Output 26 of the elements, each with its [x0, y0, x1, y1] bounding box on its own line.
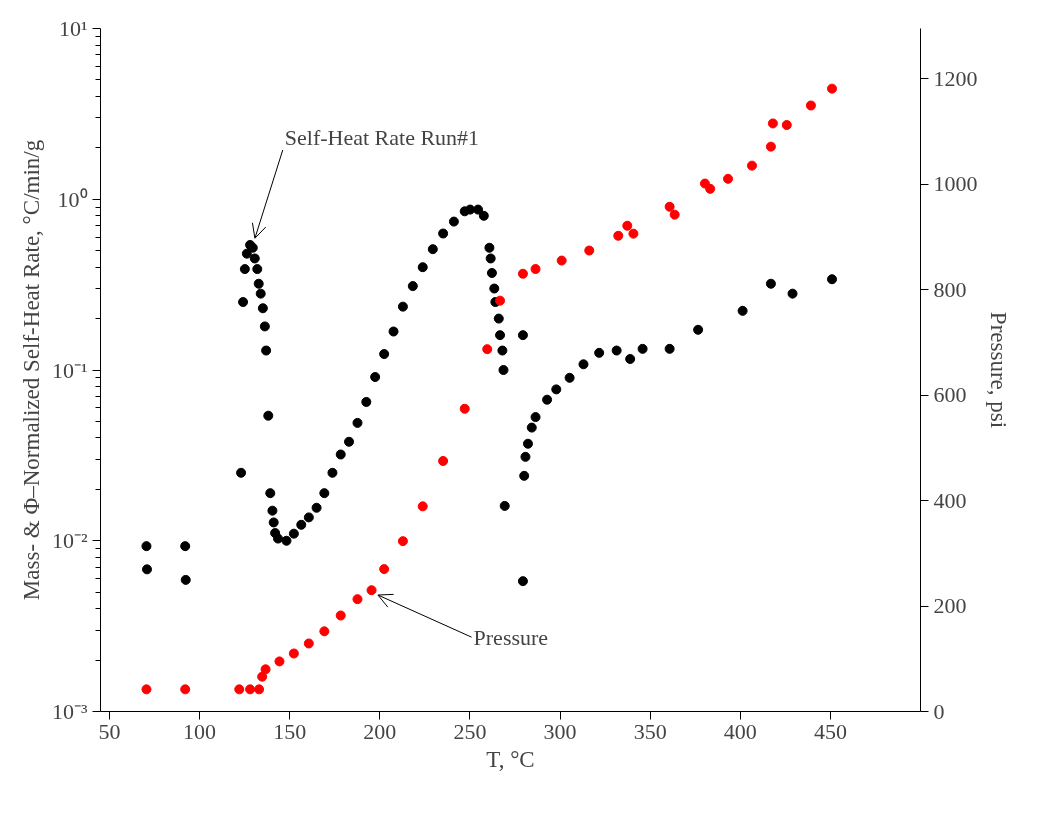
y2-tick-label: 400 [933, 487, 967, 513]
y2-tick-label: 600 [933, 382, 967, 408]
y2-axis-title: Pressure, psi [985, 311, 1011, 429]
y-axis-title: Mass- & Φ–Normalized Self-Heat Rate, °C/min/g [18, 139, 44, 601]
y-tick-label: 10¹ [58, 16, 88, 41]
y-tick-label: 10⁻² [51, 528, 88, 554]
y-tick-label: 10⁻¹ [51, 357, 88, 383]
annotation: Pressure [473, 624, 549, 650]
x-tick-label: 100 [183, 718, 217, 744]
x-tick-label: 150 [273, 718, 307, 744]
y2-tick-label: 200 [933, 593, 967, 619]
y2-tick-label: 800 [933, 276, 967, 302]
x-tick-label: 200 [363, 718, 397, 744]
x-tick-label: 300 [543, 718, 577, 744]
x-tick-label: 50 [98, 718, 121, 744]
x-axis-title: T, °C [486, 746, 535, 772]
y2-tick-label: 1000 [933, 171, 978, 197]
y-tick-label: 10⁰ [57, 186, 88, 212]
y-tick-label: 10⁻³ [51, 699, 88, 724]
x-tick-label: 350 [633, 718, 667, 744]
x-tick-label: 400 [723, 718, 757, 744]
x-tick-label: 250 [453, 718, 487, 744]
annotation: Self-Heat Rate Run#1 [284, 124, 480, 150]
x-tick-label: 450 [813, 718, 847, 744]
y2-tick-label: 1200 [933, 65, 978, 91]
y2-tick-label: 0 [933, 698, 945, 724]
